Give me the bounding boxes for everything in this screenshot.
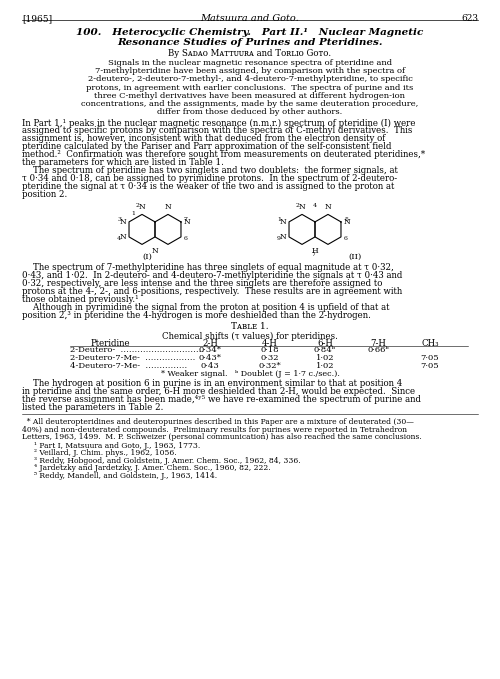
Text: the parameters for which are listed in Table 1.: the parameters for which are listed in T…: [22, 158, 224, 168]
Text: 0·43, and 1·02.  In 2-deutero- and 4-deutero-7-methylpteridine the signals at τ : 0·43, and 1·02. In 2-deutero- and 4-deut…: [22, 272, 402, 280]
Text: τ 0·34 and 0·18, can be assigned to pyrimidine protons.  In the spectrum of 2-de: τ 0·34 and 0·18, can be assigned to pyri…: [22, 175, 397, 183]
Text: 2: 2: [136, 204, 140, 208]
Text: 2-Deutero-7-Me-  ………………: 2-Deutero-7-Me- ………………: [70, 354, 196, 363]
Text: position 2,³ in pteridine the 4-hydrogen is more deshielded than the 2-hydrogen.: position 2,³ in pteridine the 4-hydrogen…: [22, 312, 371, 320]
Text: position 2.: position 2.: [22, 190, 67, 200]
Text: Resonance Studies of Purines and Pteridines.: Resonance Studies of Purines and Pteridi…: [117, 38, 383, 47]
Text: Letters, 1963, 1499.  M. P. Schweizer (personal communication) has also reached : Letters, 1963, 1499. M. P. Schweizer (pe…: [22, 433, 422, 441]
Text: Pteridine: Pteridine: [90, 340, 130, 348]
Text: 100.   Heterocyclic Chemistry.   Part II.¹   Nuclear Magnetic: 100. Heterocyclic Chemistry. Part II.¹ N…: [76, 28, 424, 37]
Text: protons at the 4-, 2-, and 6-positions, respectively.  These results are in agre: protons at the 4-, 2-, and 6-positions, …: [22, 287, 402, 297]
Text: 6-H: 6-H: [317, 340, 333, 348]
Text: Matsuura and Goto.: Matsuura and Goto.: [200, 14, 300, 23]
Text: ³ Reddy, Hobgood, and Goldstein, J. Amer. Chem. Soc., 1962, 84, 336.: ³ Reddy, Hobgood, and Goldstein, J. Amer…: [34, 457, 300, 465]
Text: 1·02: 1·02: [316, 363, 334, 371]
Text: 6: 6: [184, 236, 188, 242]
Text: N: N: [280, 233, 286, 241]
Text: The spectrum of 7-methylpteridine has three singlets of equal magnitude at τ 0·3: The spectrum of 7-methylpteridine has th…: [22, 263, 394, 272]
Text: assigned to specific protons by comparison with the spectra of C-methyl derivati: assigned to specific protons by comparis…: [22, 126, 412, 135]
Text: (I): (I): [142, 253, 152, 261]
Text: 7-H: 7-H: [370, 340, 386, 348]
Text: 0·32: 0·32: [261, 354, 279, 363]
Text: 5: 5: [344, 217, 348, 223]
Text: listed the parameters in Table 2.: listed the parameters in Table 2.: [22, 403, 164, 412]
Text: Chemical shifts (τ values) for pteridines.: Chemical shifts (τ values) for pteridine…: [162, 331, 338, 341]
Text: ¹ Part I, Matsuura and Goto, J., 1963, 1773.: ¹ Part I, Matsuura and Goto, J., 1963, 1…: [34, 442, 200, 450]
Text: The hydrogen at position 6 in purine is in an environment similar to that at pos: The hydrogen at position 6 in purine is …: [22, 380, 402, 388]
Text: [1965]: [1965]: [22, 14, 52, 23]
Text: N: N: [298, 204, 306, 211]
Text: those obtained previously.¹: those obtained previously.¹: [22, 295, 138, 304]
Text: In Part 1,¹ peaks in the nuclear magnetic resonance (n.m.r.) spectrum of pteridi: In Part 1,¹ peaks in the nuclear magneti…: [22, 118, 415, 128]
Text: method.²  Confirmation was therefore sought from measurements on deuterated pter: method.² Confirmation was therefore soug…: [22, 151, 425, 160]
Text: 4: 4: [117, 236, 121, 242]
Text: 1: 1: [277, 217, 281, 223]
Text: N: N: [164, 204, 172, 211]
Text: 0·84ᵇ: 0·84ᵇ: [314, 346, 336, 354]
Text: N: N: [120, 233, 126, 241]
Text: 40%) and non-deuterated compounds.  Preliminary results for purines were reporte: 40%) and non-deuterated compounds. Preli…: [22, 426, 407, 434]
Text: 7·05: 7·05: [420, 363, 440, 371]
Text: 0·32*: 0·32*: [258, 363, 281, 371]
Text: 1: 1: [131, 211, 135, 217]
Text: 7: 7: [184, 217, 188, 223]
Text: 2-deutero-, 2-deutero-7-methyl-, and 4-deutero-7-methylpteridine, to specific: 2-deutero-, 2-deutero-7-methyl-, and 4-d…: [88, 75, 412, 84]
Text: N: N: [184, 218, 190, 226]
Text: Tᴀʙʟᴇ 1.: Tᴀʙʟᴇ 1.: [231, 323, 269, 331]
Text: ⁴ Jardetzky and Jardetzky, J. Amer. Chem. Soc., 1960, 82, 222.: ⁴ Jardetzky and Jardetzky, J. Amer. Chem…: [34, 464, 270, 473]
Text: 7·05: 7·05: [420, 354, 440, 363]
Text: 4: 4: [313, 204, 317, 208]
Text: 1·02: 1·02: [316, 354, 334, 363]
Text: 7: 7: [311, 253, 315, 257]
Text: N: N: [324, 204, 332, 211]
Text: 3: 3: [117, 217, 121, 223]
Text: protons, in agreement with earlier conclusions.  The spectra of purine and its: protons, in agreement with earlier concl…: [86, 84, 413, 92]
Text: ⁵ Reddy, Mandell, and Goldstein, J., 1963, 1414.: ⁵ Reddy, Mandell, and Goldstein, J., 196…: [34, 472, 217, 480]
Text: The spectrum of pteridine has two singlets and two doublets:  the former signals: The spectrum of pteridine has two single…: [22, 166, 398, 175]
Text: 0·66ᵇ: 0·66ᵇ: [367, 346, 389, 354]
Text: Signals in the nuclear magnetic resonance spectra of pteridine and: Signals in the nuclear magnetic resonanc…: [108, 59, 392, 67]
Text: 4-Deutero-7-Me-  ……………: 4-Deutero-7-Me- ……………: [70, 363, 187, 371]
Text: Although in pyrimidine the signal from the proton at position 4 is upfield of th: Although in pyrimidine the signal from t…: [22, 304, 390, 312]
Text: pteridine the signal at τ 0·34 is the weaker of the two and is assigned to the p: pteridine the signal at τ 0·34 is the we…: [22, 183, 394, 191]
Text: 0·43: 0·43: [200, 363, 220, 371]
Text: assignment is, however, inconsistent with that deduced from the electron density: assignment is, however, inconsistent wit…: [22, 134, 386, 143]
Text: N: N: [138, 204, 145, 211]
Text: 6: 6: [344, 236, 348, 242]
Text: 623: 623: [461, 14, 478, 23]
Text: N: N: [152, 247, 158, 255]
Text: ² Veillard, J. Chim. phys., 1962, 1056.: ² Veillard, J. Chim. phys., 1962, 1056.: [34, 449, 176, 458]
Text: (II): (II): [348, 253, 361, 261]
Text: 4-H: 4-H: [262, 340, 278, 348]
Text: differ from those deduced by other authors.: differ from those deduced by other autho…: [158, 108, 342, 116]
Text: the reverse assignment has been made,⁴ʸ⁵ we have re-examined the spectrum of pur: the reverse assignment has been made,⁴ʸ⁵…: [22, 395, 421, 405]
Text: 9: 9: [277, 236, 281, 242]
Text: 2-Deutero-  …………………………: 2-Deutero- …………………………: [70, 346, 204, 354]
Text: N: N: [280, 218, 286, 226]
Text: N: N: [120, 218, 126, 226]
Text: in pteridine and the same order, 6-H more deshielded than 2-H, would be expected: in pteridine and the same order, 6-H mor…: [22, 388, 415, 397]
Text: H: H: [312, 247, 318, 255]
Text: * Weaker signal.   ᵇ Doublet (J = 1·7 c./sec.).: * Weaker signal. ᵇ Doublet (J = 1·7 c./s…: [160, 371, 340, 378]
Text: 2-H: 2-H: [202, 340, 218, 348]
Text: N: N: [344, 218, 350, 226]
Text: CH₃: CH₃: [421, 340, 439, 348]
Text: three C-methyl derivatives have been measured at different hydrogen-ion: three C-methyl derivatives have been mea…: [94, 92, 406, 100]
Text: 2: 2: [296, 204, 300, 208]
Text: 0·32, respectively, are less intense and the three singlets are therefore assign: 0·32, respectively, are less intense and…: [22, 279, 382, 289]
Text: 0·43*: 0·43*: [198, 354, 222, 363]
Text: 7-methylpteridine have been assigned, by comparison with the spectra of: 7-methylpteridine have been assigned, by…: [95, 67, 405, 75]
Text: 0·18: 0·18: [260, 346, 280, 354]
Text: concentrations, and the assignments, made by the same deuteration procedure,: concentrations, and the assignments, mad…: [82, 100, 418, 108]
Text: pteridine calculated by the Pariser and Parr approximation of the self-consisten: pteridine calculated by the Pariser and …: [22, 143, 392, 151]
Text: * All deuteropteridines and deuteropurines described in this Paper are a mixture: * All deuteropteridines and deuteropurin…: [22, 418, 414, 426]
Text: By Sᴀᴅᴀᴏ Mᴀᴛᴛᴜᴜʀᴀ and Tᴏʀʟɪᴏ Gᴏᴛᴏ.: By Sᴀᴅᴀᴏ Mᴀᴛᴛᴜᴜʀᴀ and Tᴏʀʟɪᴏ Gᴏᴛᴏ.: [168, 49, 332, 58]
Text: 0·34*: 0·34*: [198, 346, 222, 354]
